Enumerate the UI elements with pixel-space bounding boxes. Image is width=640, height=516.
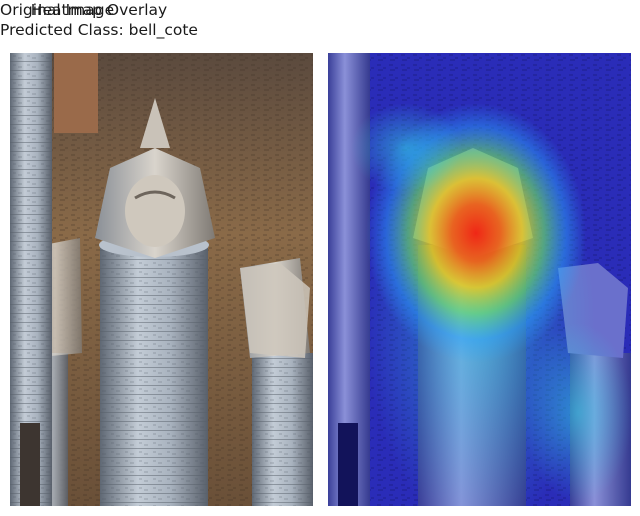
heatmap-overlay-image xyxy=(328,53,631,506)
original-image xyxy=(10,53,313,506)
heatmap-overlay-title-line2: Predicted Class: bell_cote xyxy=(0,21,198,39)
heatmap-overlay-title-line1: Heatmap Overlay xyxy=(30,1,168,19)
heatmap-overlay-title: Heatmap Overlay Predicted Class: bell_co… xyxy=(0,0,198,40)
original-image-title: Original Image xyxy=(0,0,114,20)
original-image-title-text: Original Image xyxy=(0,1,115,19)
